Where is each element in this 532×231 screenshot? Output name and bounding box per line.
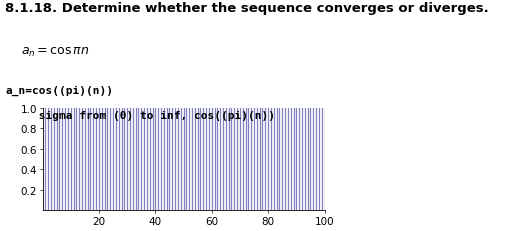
Text: sigma from (0) to inf, cos((pi)(n)): sigma from (0) to inf, cos((pi)(n)) bbox=[5, 111, 276, 121]
Text: $a_n = \cos \pi n$: $a_n = \cos \pi n$ bbox=[21, 46, 90, 59]
Text: a_n=cos((pi)(n)): a_n=cos((pi)(n)) bbox=[5, 85, 113, 96]
Text: 8.1.18. Determine whether the sequence converges or diverges.: 8.1.18. Determine whether the sequence c… bbox=[5, 2, 489, 15]
